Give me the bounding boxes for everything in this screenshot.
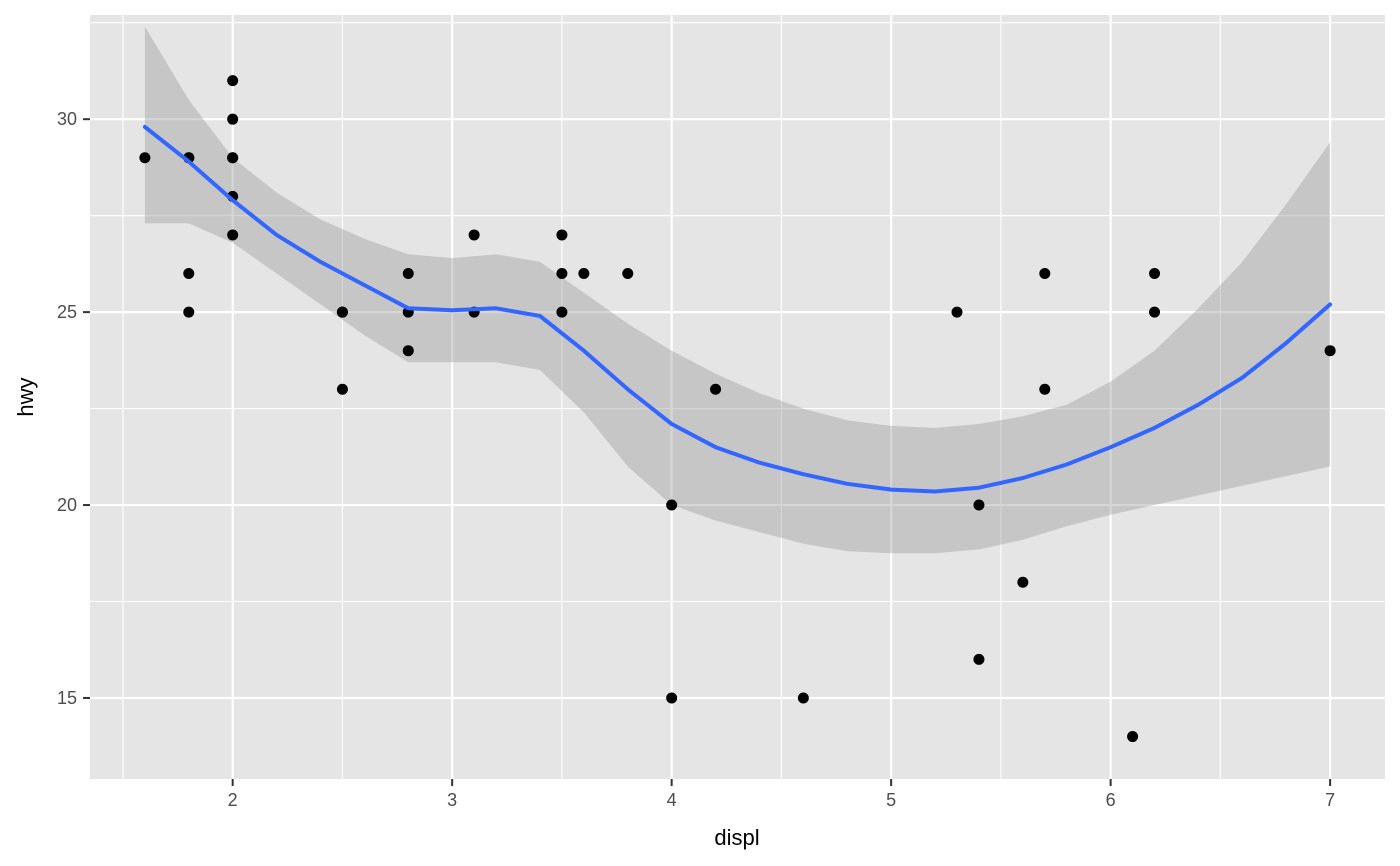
data-point (1149, 306, 1161, 318)
data-point (666, 692, 678, 704)
plot-panel (90, 15, 1385, 779)
major-gridlines (90, 15, 1385, 779)
data-point (227, 152, 239, 164)
data-point (183, 268, 195, 280)
x-tick-label: 5 (886, 790, 896, 810)
x-tick-label: 4 (667, 790, 677, 810)
minor-gridlines (90, 15, 1385, 779)
data-point (227, 75, 239, 87)
data-point (1017, 576, 1029, 588)
y-axis-ticks: 15 20 25 30 (57, 109, 90, 708)
data-point (951, 306, 963, 318)
y-tick-label: 30 (57, 109, 77, 129)
x-axis-ticks: 2 3 4 5 6 7 (228, 779, 1335, 810)
x-tick-label: 6 (1106, 790, 1116, 810)
smooth-line (142, 124, 1333, 494)
data-point (227, 113, 239, 125)
y-tick-label: 15 (57, 688, 77, 708)
x-tick-label: 7 (1325, 790, 1335, 810)
data-point (797, 692, 809, 704)
data-point (1324, 345, 1336, 357)
data-points (139, 75, 1336, 743)
data-point (183, 306, 195, 318)
x-axis-title: displ (714, 825, 759, 850)
y-tick-label: 20 (57, 495, 77, 515)
data-point (336, 383, 348, 395)
data-point (227, 229, 239, 241)
y-tick-label: 25 (57, 302, 77, 322)
data-point (973, 499, 985, 511)
data-point (556, 229, 568, 241)
data-point (1127, 731, 1139, 743)
data-point (402, 268, 414, 280)
data-point (710, 383, 722, 395)
data-point (578, 268, 590, 280)
data-point (139, 152, 151, 164)
data-point (1039, 268, 1051, 280)
confidence-band (144, 26, 1331, 554)
data-point (468, 229, 480, 241)
x-tick-label: 3 (447, 790, 457, 810)
data-point (1039, 383, 1051, 395)
data-point (1149, 268, 1161, 280)
data-point (622, 268, 634, 280)
data-point (336, 306, 348, 318)
data-point (666, 499, 678, 511)
data-point (973, 653, 985, 665)
data-point (402, 345, 414, 357)
y-axis-title: hwy (13, 377, 38, 416)
data-point (556, 306, 568, 318)
x-tick-label: 2 (228, 790, 238, 810)
data-point (556, 268, 568, 280)
